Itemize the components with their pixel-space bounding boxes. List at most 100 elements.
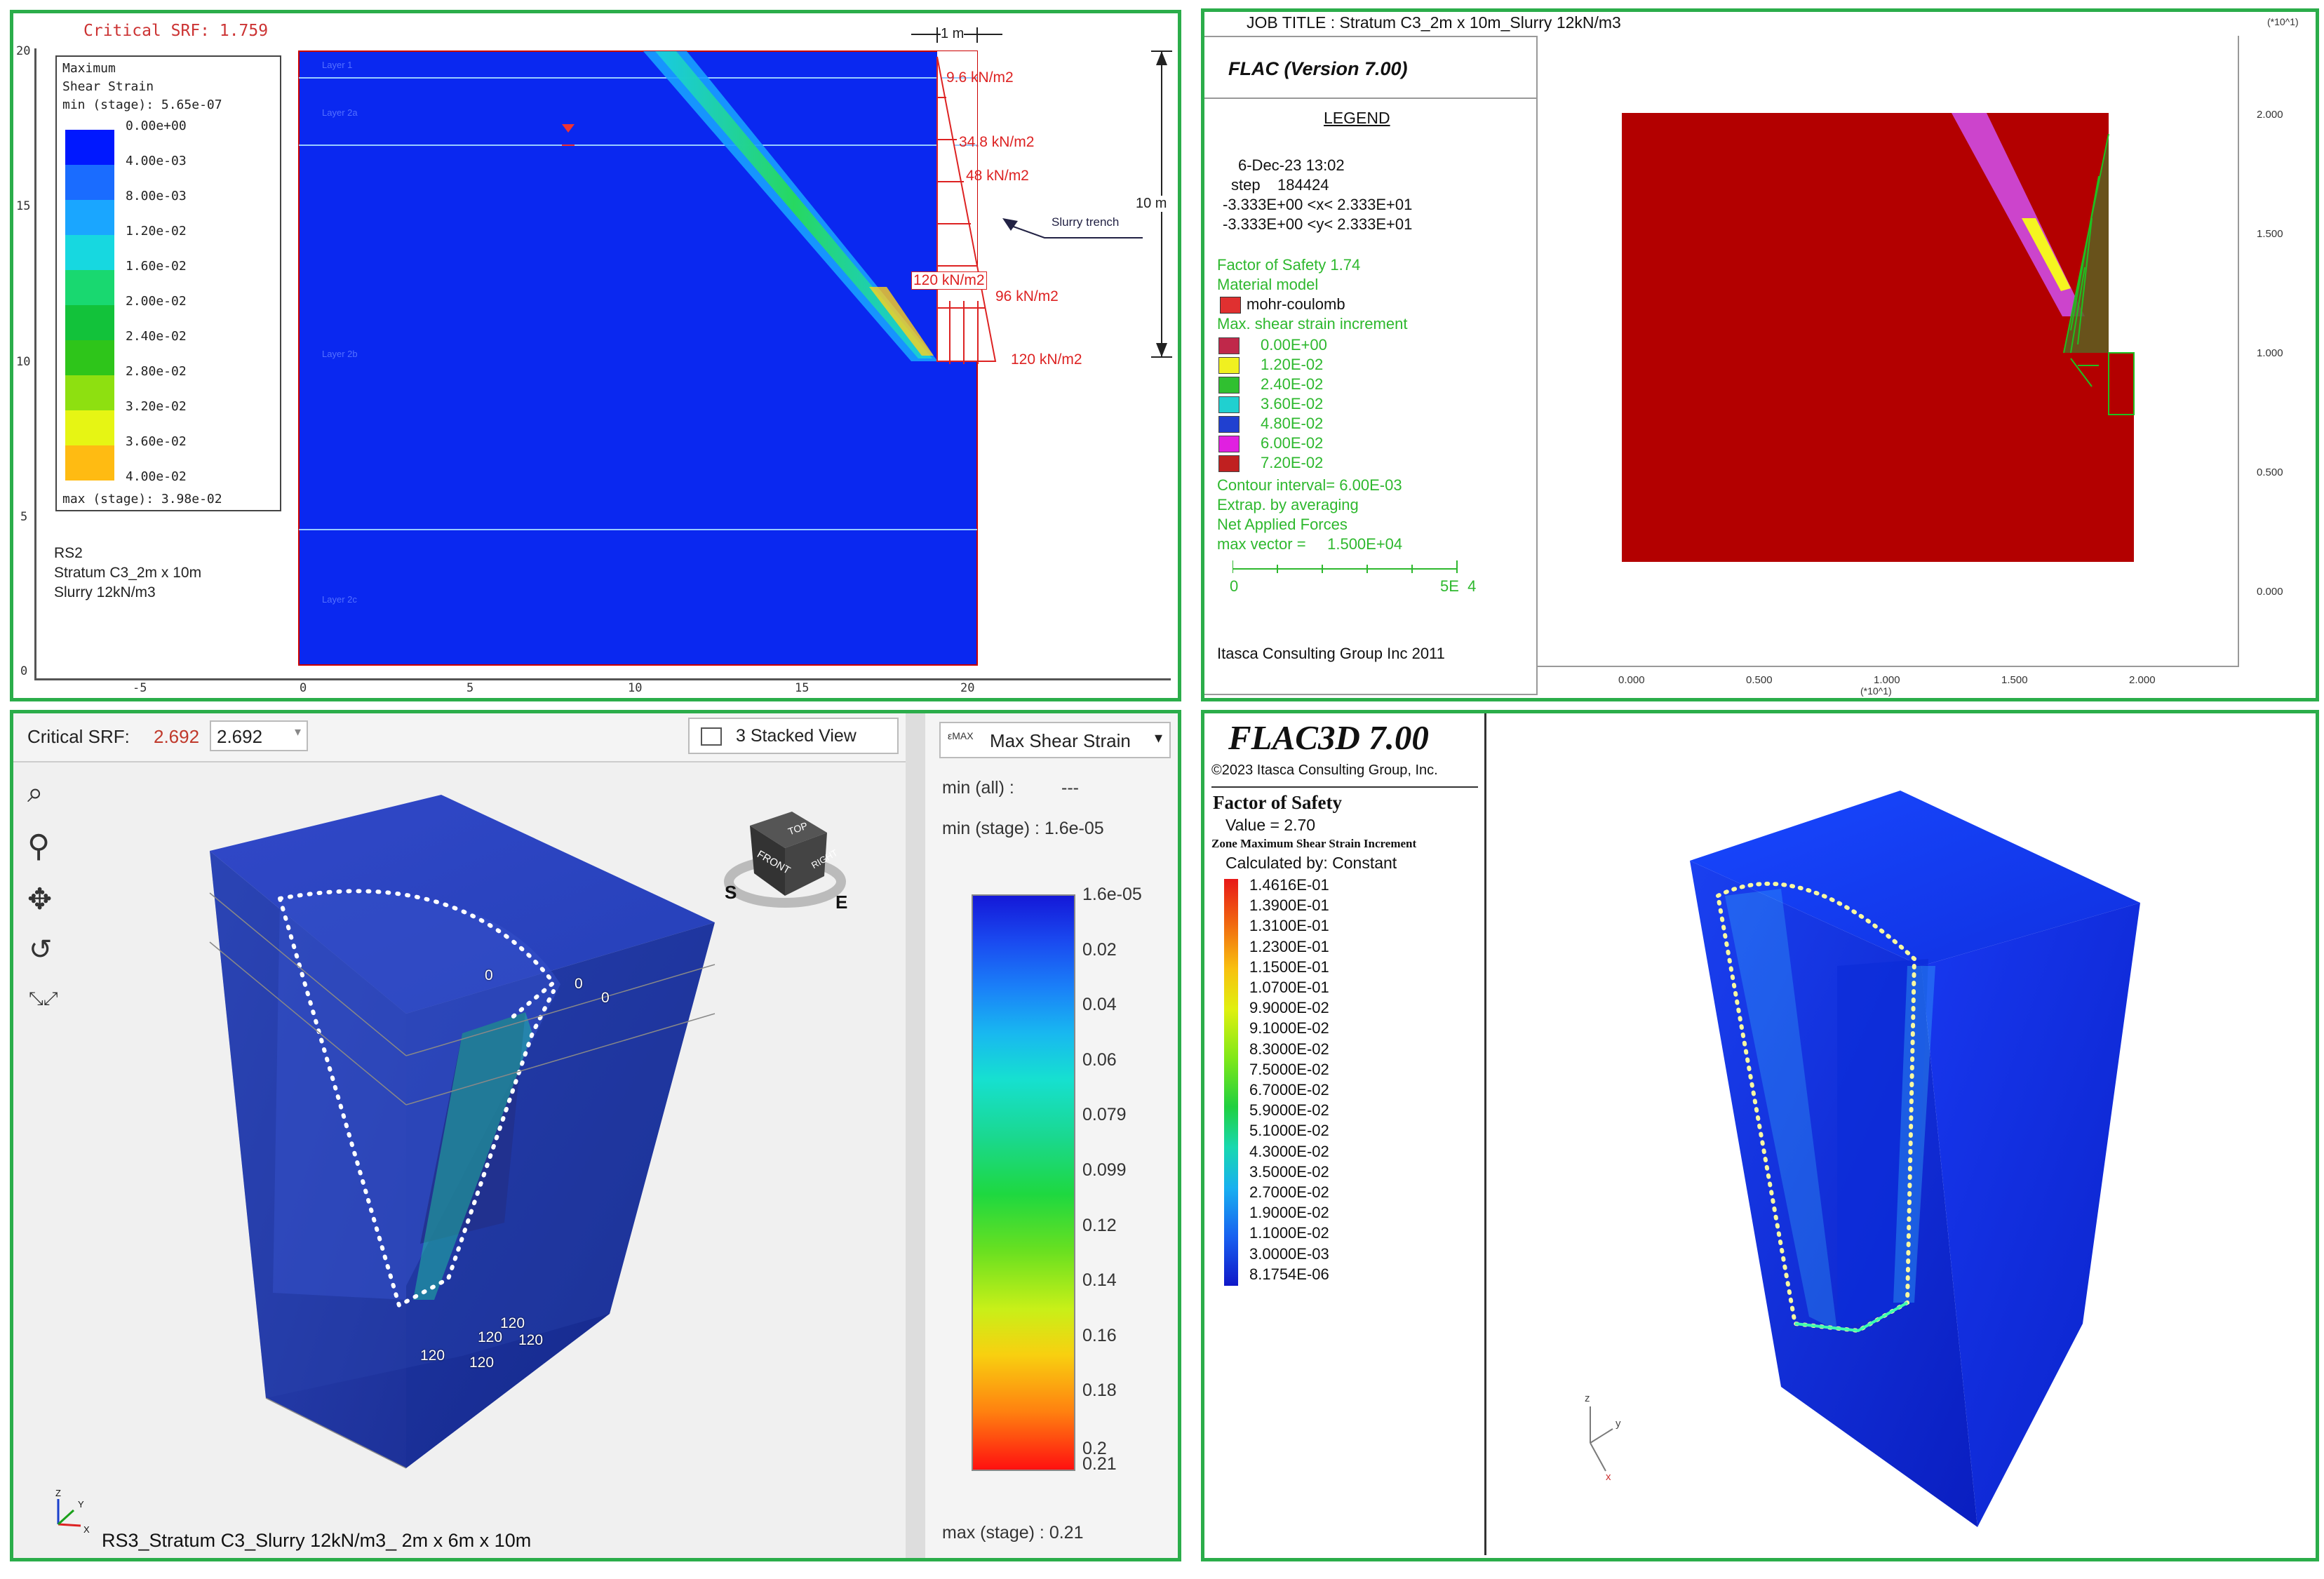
p3-axis-label: Z	[55, 1488, 61, 1498]
p4-axis-label: x	[1606, 1471, 1611, 1483]
p2-right-tick: 1.500	[2257, 228, 2283, 240]
p1-legend-title: Maximum	[62, 61, 116, 76]
p4-legend-value: 8.3000E-02	[1249, 1040, 1329, 1058]
p2-bottom-tick: 0.000	[1618, 674, 1645, 686]
p4-zone-title: Zone Maximum Shear Strain Increment	[1211, 837, 1417, 850]
p1-legend-value: 2.40e-02	[126, 329, 187, 344]
p4-axis-label: y	[1616, 1418, 1621, 1430]
p2-bottom-tick: 1.000	[1874, 674, 1900, 686]
p4-legend-value: 9.9000E-02	[1249, 999, 1329, 1017]
p2-right-tick: 0.000	[2257, 586, 2283, 598]
p3-axis-label: Y	[78, 1499, 84, 1510]
p1-load-label: 9.6 kN/m2	[946, 69, 1014, 86]
p4-legend-value: 4.3000E-02	[1249, 1142, 1329, 1160]
p2-strain-swatch	[1218, 377, 1240, 394]
p2-legend-title: LEGEND	[1324, 109, 1390, 127]
p1-legend-swatch	[65, 410, 114, 445]
p2-model	[1622, 113, 2135, 562]
flac-panel: JOB TITLE : Stratum C3_2m x 10m_Slurry 1…	[1201, 8, 2319, 701]
p1-legend-swatch	[65, 165, 114, 200]
p3-scale-label: 0.02	[1082, 939, 1117, 960]
p1-legend-title: Shear Strain	[62, 79, 154, 94]
p2-strain-value: 7.20E-02	[1261, 454, 1324, 471]
p1-legend-min: min (stage): 5.65e-07	[62, 98, 222, 112]
p2-contour: Contour interval= 6.00E-03	[1217, 476, 1402, 494]
zoom-window-icon[interactable]: ⌕	[27, 777, 43, 809]
p4-legend-value: 1.1500E-01	[1249, 958, 1329, 976]
p1-legend-value: 2.80e-02	[126, 364, 187, 379]
p1-ytick: 15	[16, 199, 31, 213]
p1-ytick: 20	[16, 44, 31, 58]
compass-s: S	[725, 882, 737, 903]
p3-legend-area: εMAX Max Shear Strain ▾ min (all) : --- …	[925, 713, 1178, 1558]
nav-cube[interactable]	[715, 798, 855, 917]
p2-date: 6-Dec-23 13:02	[1238, 156, 1345, 174]
p4-legend-value: 1.2300E-01	[1249, 937, 1329, 955]
p2-bottom-tick: 0.500	[1746, 674, 1773, 686]
p1-xtick: 5	[466, 681, 474, 695]
p1-legend-swatch	[65, 445, 114, 481]
p2-scale-left: 0	[1230, 577, 1239, 595]
p3-scale-label: 0.2	[1082, 1439, 1107, 1458]
p2-right-tick: 0.500	[2257, 466, 2283, 478]
p1-legend-value: 0.00e+00	[126, 119, 187, 133]
p3-color-scale	[972, 894, 1075, 1471]
p2-right-tick: 1.000	[2257, 347, 2283, 359]
p4-legend-value: 6.7000E-02	[1249, 1081, 1329, 1098]
p2-shear-core	[2022, 218, 2071, 291]
p1-legend-swatch	[65, 375, 114, 410]
p2-right-tick: 2.000	[2257, 109, 2283, 121]
p4-slip-surface	[1715, 881, 1917, 1333]
zoom-extents-icon[interactable]: ⤡⤢	[29, 988, 58, 1009]
p1-legend-value: 1.20e-02	[126, 224, 187, 238]
p2-strain-value: 0.00E+00	[1261, 336, 1327, 354]
p3-load-label: 0	[601, 990, 610, 1006]
p1-legend-value: 3.20e-02	[126, 399, 187, 414]
p2-version: FLAC (Version 7.00)	[1228, 58, 1408, 79]
stacked-view-icon	[701, 727, 722, 746]
rotate-icon[interactable]: ↺	[29, 934, 53, 966]
p1-xtick: 15	[795, 681, 810, 695]
p4-axis-label: z	[1585, 1392, 1590, 1404]
p2-fos: Factor of Safety 1.74	[1217, 256, 1361, 274]
p2-strain-swatch	[1218, 416, 1240, 433]
p1-layer-label: Layer 2b	[322, 349, 358, 359]
p3-load-label: 120	[518, 1332, 544, 1348]
p1-ytick: 5	[20, 510, 28, 524]
p1-legend-value: 1.60e-02	[126, 259, 187, 274]
p2-job-title: JOB TITLE : Stratum C3_2m x 10m_Slurry 1…	[1247, 13, 1621, 32]
p1-legend-swatch	[65, 340, 114, 375]
p1-ytick: 0	[20, 664, 28, 678]
p1-legend-swatch	[65, 200, 114, 235]
p1-soil-domain	[298, 51, 978, 666]
p1-footer: RS2 Stratum C3_2m x 10m Slurry 12kN/m3	[54, 544, 201, 603]
p1-xtick: 0	[300, 681, 307, 695]
p2-xrange: -3.333E+00 <x< 2.333E+01	[1223, 196, 1413, 213]
p3-trench	[420, 1012, 525, 1244]
p3-view-label: 3 Stacked View	[736, 726, 857, 746]
p3-scale-label: 0.06	[1082, 1049, 1117, 1070]
p3-srf-input[interactable]: 2.692 ▾	[210, 720, 308, 751]
p1-legend-value: 8.00e-03	[126, 189, 187, 203]
p1-load-label: 120 kN/m2	[1011, 351, 1082, 368]
p2-strain-value: 1.20E-02	[1261, 356, 1324, 373]
pan-icon[interactable]: ✥	[27, 882, 53, 916]
p4-shear-glow-right	[1893, 966, 1935, 1303]
p4-calc: Calculated by: Constant	[1225, 854, 1397, 872]
p1-shear-band-mid	[655, 51, 932, 358]
p3-scale-label: 0.04	[1082, 995, 1117, 1015]
emax-icon: εMAX	[948, 730, 974, 741]
p3-strain-dropdown[interactable]: εMAX Max Shear Strain ▾	[939, 722, 1171, 758]
p3-scale-label: 0.21	[1082, 1454, 1117, 1474]
p1-footer-line: Stratum C3_2m x 10m	[54, 565, 202, 581]
p4-fos-value: Value = 2.70	[1225, 816, 1316, 834]
p1-xtick: 20	[960, 681, 975, 695]
p3-failure-wedge	[273, 893, 560, 1300]
p3-view-dropdown[interactable]: 3 Stacked View	[688, 718, 899, 754]
p1-shear-band-core	[869, 287, 934, 356]
rs3-panel: Critical SRF: 2.692 2.692 ▾ 3 Stacked Vie…	[10, 710, 1181, 1561]
p4-legend-value: 1.3900E-01	[1249, 896, 1329, 915]
zoom-icon[interactable]: ⚲	[27, 828, 51, 864]
p4-legend-value: 1.0700E-01	[1249, 979, 1329, 996]
p4-legend-value: 9.1000E-02	[1249, 1019, 1329, 1037]
